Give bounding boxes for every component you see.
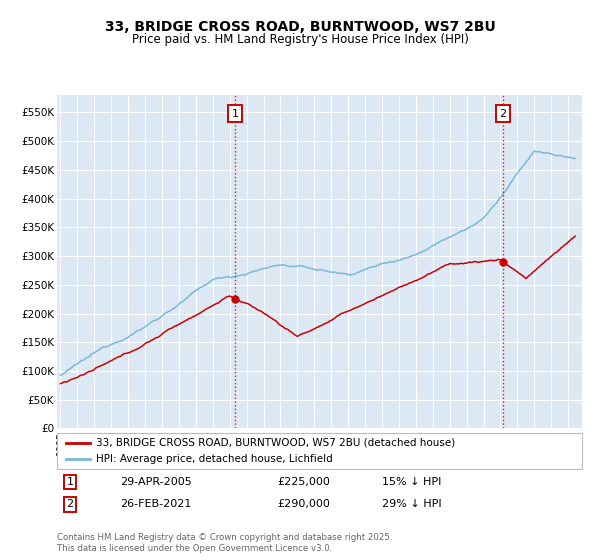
Text: Contains HM Land Registry data © Crown copyright and database right 2025.
This d: Contains HM Land Registry data © Crown c…	[57, 534, 392, 553]
Text: 15% ↓ HPI: 15% ↓ HPI	[383, 477, 442, 487]
Text: 29% ↓ HPI: 29% ↓ HPI	[383, 499, 442, 509]
Text: £225,000: £225,000	[277, 477, 331, 487]
Text: 2: 2	[67, 499, 74, 509]
Text: HPI: Average price, detached house, Lichfield: HPI: Average price, detached house, Lich…	[97, 454, 333, 464]
Text: 1: 1	[67, 477, 74, 487]
Text: 1: 1	[232, 109, 239, 119]
Text: £290,000: £290,000	[277, 499, 331, 509]
Text: 26-FEB-2021: 26-FEB-2021	[120, 499, 191, 509]
Text: 2: 2	[499, 109, 506, 119]
Text: 29-APR-2005: 29-APR-2005	[120, 477, 192, 487]
Text: Price paid vs. HM Land Registry's House Price Index (HPI): Price paid vs. HM Land Registry's House …	[131, 32, 469, 46]
Text: 33, BRIDGE CROSS ROAD, BURNTWOOD, WS7 2BU: 33, BRIDGE CROSS ROAD, BURNTWOOD, WS7 2B…	[104, 20, 496, 34]
Text: 33, BRIDGE CROSS ROAD, BURNTWOOD, WS7 2BU (detached house): 33, BRIDGE CROSS ROAD, BURNTWOOD, WS7 2B…	[97, 438, 455, 448]
